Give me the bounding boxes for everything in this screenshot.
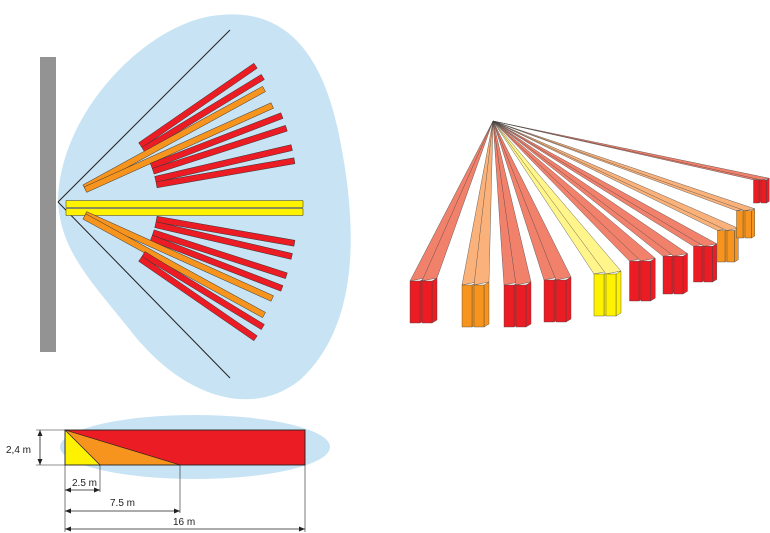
- top-beam-orange: [83, 102, 274, 193]
- curtain-orange-top: [473, 120, 494, 286]
- curtain-yellow-front: [593, 273, 605, 317]
- side-view: 2,4 m 2.5 m 7.5 m 16 m: [6, 415, 330, 532]
- dim-arrow: [65, 526, 71, 532]
- dim-label-2-5: 2.5 m: [72, 478, 97, 489]
- curtain-orange-top: [492, 120, 756, 211]
- curtain-red-top: [492, 120, 572, 281]
- curtain-orange-side: [483, 281, 490, 328]
- curtain-red-top: [492, 120, 718, 247]
- height-label: 2,4 m: [6, 445, 31, 456]
- wall: [40, 57, 56, 352]
- top-beam-red: [149, 234, 284, 292]
- top-beam-orange: [83, 211, 274, 302]
- curtain-red-front: [515, 284, 527, 328]
- curtain-red-side: [525, 281, 532, 328]
- height-arrow-top: [37, 430, 43, 436]
- curtain-red-side: [682, 253, 688, 295]
- top-beam-red: [141, 251, 265, 330]
- height-arrow-bottom: [37, 459, 43, 465]
- curtain-red-front: [555, 279, 567, 323]
- curtain-red-top: [492, 120, 532, 286]
- top-beam-yellow: [65, 208, 304, 216]
- curtain-red-front: [629, 260, 640, 302]
- curtain-orange-front: [473, 284, 485, 328]
- top-beam-red: [141, 74, 265, 153]
- top-beam-red: [155, 215, 296, 247]
- dim-arrow: [174, 508, 180, 514]
- perspective-view: [409, 120, 770, 328]
- dim-label-16: 16 m: [173, 517, 195, 528]
- curtain-orange-front: [461, 284, 473, 328]
- dim-arrow: [65, 487, 71, 493]
- top-beam-yellow: [65, 200, 304, 208]
- curtain-red-top: [492, 120, 689, 257]
- curtain-red-front: [760, 179, 767, 204]
- curtain-orange-front: [736, 210, 744, 239]
- curtain-red-side: [650, 257, 656, 302]
- curtain-red-side: [431, 277, 438, 324]
- curtain-red-side: [565, 276, 572, 323]
- top-beam-red: [138, 255, 258, 342]
- curtain-orange-front: [726, 230, 735, 263]
- curtain-red-top: [492, 120, 770, 181]
- curtain-orange-side: [751, 208, 755, 239]
- curtain-orange-front: [717, 230, 726, 263]
- curtain-red-front: [421, 280, 433, 324]
- curtain-red-top: [492, 120, 656, 262]
- zone-boundary-upper: [57, 29, 231, 203]
- dim-arrow: [94, 487, 100, 493]
- top-beams: [65, 62, 304, 342]
- top-beam-red: [151, 229, 288, 279]
- curtain-red-front: [640, 260, 651, 302]
- side-outline: [64, 429, 306, 466]
- top-beam-red: [154, 221, 293, 260]
- curtain-yellow-side: [615, 270, 622, 317]
- dim-label-7-5: 7.5 m: [110, 498, 135, 509]
- top-beam-red: [138, 62, 258, 149]
- dim-arrow: [299, 526, 305, 532]
- curtain-red-front: [662, 256, 673, 295]
- top-beam-red: [151, 125, 288, 175]
- curtain-red-front: [753, 179, 760, 204]
- curtain-yellow-front: [605, 273, 617, 317]
- curtain-yellow-top: [492, 120, 622, 275]
- top-view: [40, 14, 351, 400]
- top-beam-red: [154, 144, 293, 183]
- curtain-orange-front: [744, 210, 752, 239]
- curtain-red-top: [421, 120, 494, 282]
- curtain-red-front: [409, 280, 421, 324]
- top-beam-red: [155, 157, 296, 189]
- zone-boundary-lower: [57, 201, 231, 379]
- top-beam-red: [149, 112, 284, 170]
- curtain-red-front: [543, 279, 555, 323]
- curtain-red-front: [673, 256, 684, 295]
- top-beam-orange: [82, 213, 266, 319]
- curtain-red-front: [503, 284, 515, 328]
- curtain-red-front: [693, 246, 703, 283]
- curtain-red-side: [712, 243, 717, 283]
- top-beam-orange: [82, 85, 266, 191]
- curtain-red-front: [703, 246, 713, 283]
- dim-arrow: [65, 508, 71, 514]
- curtain-orange-top: [492, 120, 739, 231]
- curtain-red-side: [766, 177, 770, 204]
